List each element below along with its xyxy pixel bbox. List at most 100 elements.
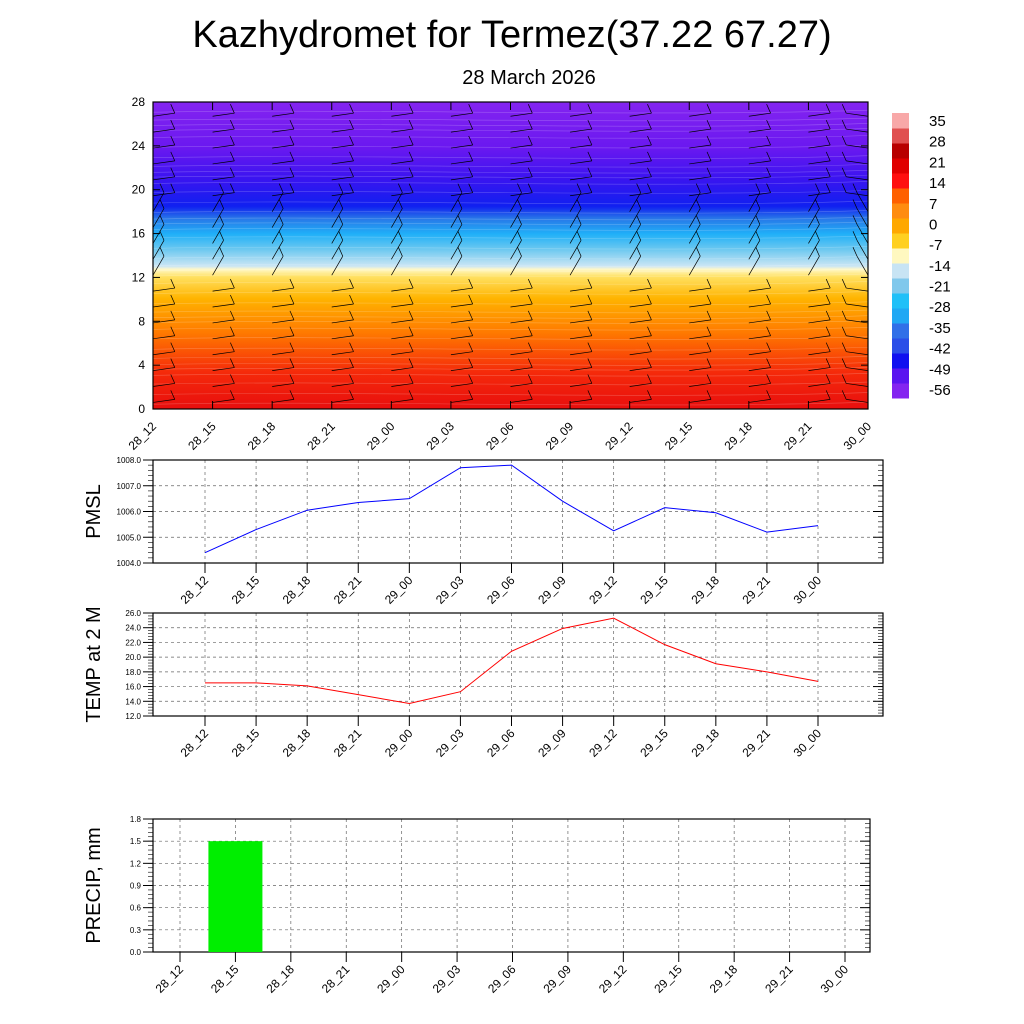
contour-line bbox=[152, 367, 869, 371]
wind-barb-shaft bbox=[748, 176, 771, 181]
wind-barb-shaft bbox=[856, 256, 869, 276]
wind-barb-feather bbox=[398, 183, 403, 193]
colorbar-label: -7 bbox=[929, 237, 942, 254]
wind-barb bbox=[510, 215, 522, 244]
wind-barb-feather bbox=[230, 135, 235, 146]
wind-barb bbox=[331, 310, 354, 324]
wind-barb-shaft bbox=[272, 192, 295, 197]
wind-barb bbox=[152, 326, 176, 340]
wind-barb-shaft bbox=[569, 224, 582, 244]
wind-barb-feather bbox=[647, 183, 652, 193]
wind-barb-shaft bbox=[629, 224, 641, 244]
wind-barb-shaft bbox=[569, 256, 582, 276]
wind-barb-feather bbox=[170, 151, 176, 162]
wind-barb-shaft bbox=[272, 303, 295, 308]
wind-barb bbox=[331, 374, 354, 387]
wind-barb-feather bbox=[706, 183, 712, 193]
wind-barb-feather bbox=[408, 135, 414, 146]
wind-barb-shaft bbox=[152, 112, 175, 117]
x-tick-label: 29_12 bbox=[596, 962, 630, 996]
wind-barb-shaft bbox=[689, 399, 712, 403]
wind-barb bbox=[152, 294, 176, 308]
wind-barb bbox=[689, 358, 712, 371]
wind-barb bbox=[569, 231, 582, 260]
wind-barb bbox=[689, 119, 712, 133]
wind-barb-shaft bbox=[689, 112, 712, 117]
wind-barb bbox=[748, 183, 771, 197]
wind-barb-shaft bbox=[689, 160, 712, 165]
wind-barb-feather bbox=[468, 294, 474, 305]
wind-barb bbox=[272, 119, 295, 133]
wind-barb-feather bbox=[159, 231, 165, 241]
wind-barb bbox=[808, 310, 831, 324]
y-tick-label: 1.5 bbox=[130, 837, 142, 846]
wind-barb bbox=[450, 374, 474, 387]
wind-barb bbox=[510, 390, 533, 403]
wind-barb-feather bbox=[706, 278, 712, 289]
x-tick-label: 29_06 bbox=[484, 573, 518, 607]
wind-barb-feather bbox=[289, 119, 295, 130]
wind-barb-feather bbox=[636, 215, 641, 225]
x-tick-label: 29_21 bbox=[781, 419, 815, 453]
contour-line bbox=[152, 268, 869, 272]
wind-barb-feather bbox=[278, 247, 284, 257]
wind-barb bbox=[152, 310, 176, 324]
wind-barb-feather bbox=[841, 135, 847, 146]
wind-barb-shaft bbox=[570, 399, 592, 403]
wind-barb-feather bbox=[576, 247, 582, 257]
x-tick-label: 30_00 bbox=[818, 962, 852, 996]
wind-barb bbox=[748, 231, 761, 260]
wind-barb bbox=[391, 199, 403, 228]
wind-barb bbox=[689, 374, 712, 387]
wind-barb-shaft bbox=[450, 383, 473, 387]
contour-line bbox=[152, 109, 869, 114]
wind-barb bbox=[152, 231, 165, 260]
x-tick-label: 29_00 bbox=[374, 962, 408, 996]
wind-barb-feather bbox=[587, 310, 593, 321]
wind-barb-feather bbox=[695, 215, 701, 225]
wind-barb-feather bbox=[289, 278, 295, 289]
y-tick-label: 1005.0 bbox=[117, 533, 142, 542]
wind-barb bbox=[510, 342, 533, 356]
wind-barb bbox=[510, 247, 522, 276]
wind-barb bbox=[391, 183, 414, 197]
plot-frame bbox=[152, 459, 884, 564]
x-tick-label: 28_15 bbox=[185, 419, 219, 453]
wind-barb-feather bbox=[695, 247, 701, 257]
wind-barb-shaft bbox=[331, 287, 354, 292]
y-axis-label: TEMP at 2 M bbox=[83, 606, 105, 722]
wind-barb bbox=[271, 183, 284, 212]
wind-barb bbox=[570, 183, 593, 197]
wind-barb bbox=[570, 167, 593, 181]
wind-barb-shaft bbox=[271, 240, 284, 260]
wind-barb bbox=[212, 294, 235, 308]
wind-barb bbox=[272, 183, 295, 197]
wind-barb-feather bbox=[815, 231, 820, 241]
wind-barb-shaft bbox=[510, 144, 533, 149]
wind-barb bbox=[450, 151, 474, 165]
wind-barb-shaft bbox=[856, 240, 869, 260]
wind-barb-feather bbox=[170, 119, 176, 130]
wind-barb-feather bbox=[408, 310, 414, 321]
wind-barb-shaft bbox=[689, 383, 712, 387]
wind-barb bbox=[450, 167, 474, 181]
x-tick-label: 28_18 bbox=[245, 419, 279, 453]
wind-barb bbox=[841, 358, 869, 371]
wind-barb bbox=[510, 310, 533, 324]
contour-line bbox=[152, 123, 869, 127]
wind-barb-feather bbox=[398, 215, 403, 225]
wind-barb bbox=[331, 278, 354, 292]
wind-barb-shaft bbox=[689, 144, 712, 149]
wind-barb bbox=[748, 326, 771, 340]
wind-barb-shaft bbox=[212, 112, 235, 117]
x-tick-label: 29_06 bbox=[484, 726, 518, 760]
wind-barb bbox=[808, 231, 820, 260]
wind-barb bbox=[450, 231, 463, 260]
wind-barb-feather bbox=[706, 342, 712, 352]
wind-barb-shaft bbox=[212, 256, 224, 276]
x-tick-label: 29_06 bbox=[483, 419, 517, 453]
wind-barb-feather bbox=[766, 104, 771, 114]
wind-barb bbox=[152, 342, 176, 356]
wind-barb bbox=[212, 374, 235, 387]
wind-barb bbox=[391, 390, 414, 403]
